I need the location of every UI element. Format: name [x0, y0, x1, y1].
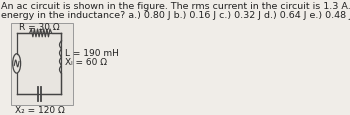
Text: X₂ = 120 Ω: X₂ = 120 Ω	[15, 105, 64, 114]
Text: energy in the inductance? a.) 0.80 J b.) 0.16 J c.) 0.32 J d.) 0.64 J e.) 0.48 J: energy in the inductance? a.) 0.80 J b.)…	[1, 11, 350, 19]
Text: R = 30 Ω: R = 30 Ω	[19, 23, 60, 32]
Text: L = 190 mH: L = 190 mH	[65, 48, 119, 57]
FancyBboxPatch shape	[11, 24, 72, 105]
Text: Xₗ = 60 Ω: Xₗ = 60 Ω	[65, 58, 107, 67]
Text: An ac circuit is shown in the figure. The rms current in the circuit is 1.3 A. W: An ac circuit is shown in the figure. Th…	[1, 2, 350, 11]
